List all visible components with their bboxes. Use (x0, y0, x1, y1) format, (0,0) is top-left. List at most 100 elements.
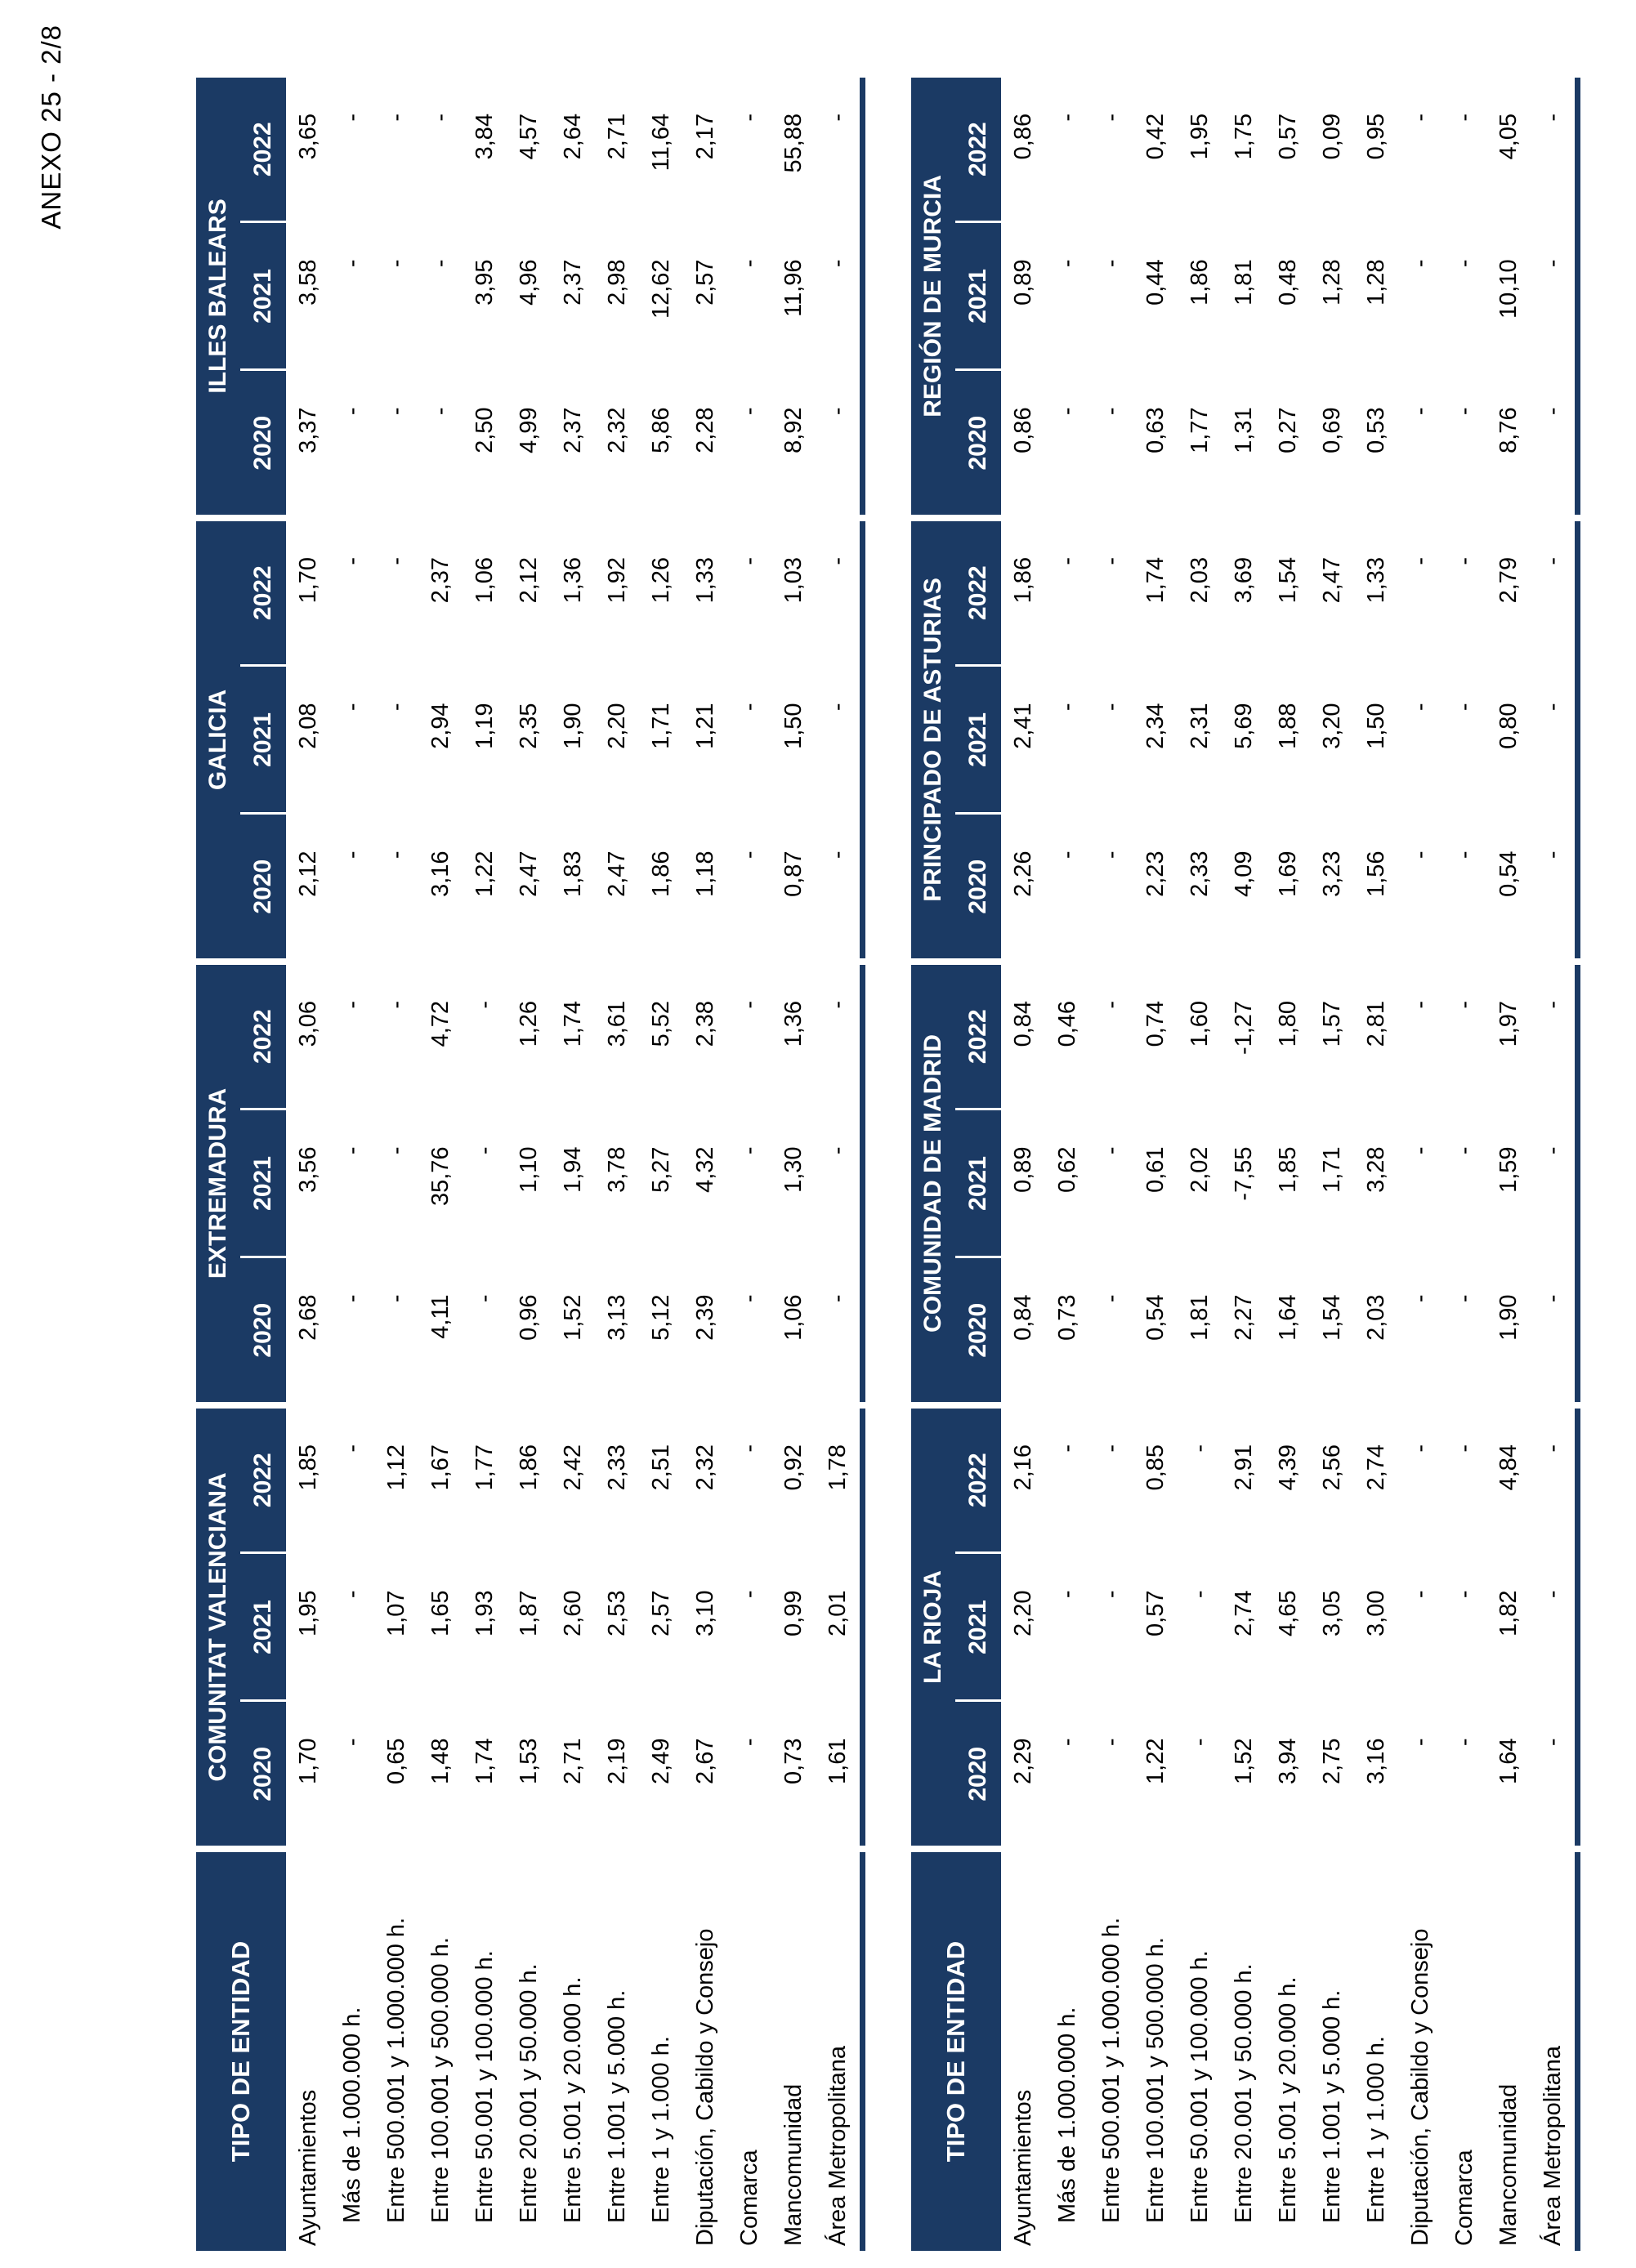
year-header: 2022 (955, 517, 1001, 666)
value-cell: 1,78 (816, 1404, 863, 1553)
value-cell: - (1442, 1553, 1486, 1701)
value-cell: - (816, 665, 863, 814)
value-cell: 0,09 (1310, 74, 1354, 222)
row-label: Comarca (727, 1849, 771, 2251)
value-cell: - (727, 1257, 771, 1405)
value-cell: - (1531, 1109, 1578, 1257)
value-cell: - (1442, 665, 1486, 814)
row-label: Ayuntamientos (1001, 1849, 1045, 2251)
value-cell: 1,21 (683, 665, 727, 814)
value-cell: 0,84 (1001, 1257, 1045, 1405)
value-cell: - (727, 1553, 771, 1701)
value-cell: 11,96 (771, 221, 816, 370)
value-cell: - (1089, 1553, 1133, 1701)
value-cell: 1,87 (507, 1553, 551, 1701)
value-cell: 2,37 (551, 221, 595, 370)
value-cell: 1,64 (1486, 1701, 1531, 1849)
value-cell: - (1531, 1257, 1578, 1405)
value-cell: 3,23 (1310, 813, 1354, 962)
value-cell: 1,07 (374, 1553, 418, 1701)
row-label: Entre 100.001 y 500.000 h. (1133, 1849, 1178, 2251)
year-header: 2021 (955, 1553, 1001, 1701)
value-cell: 0,54 (1486, 813, 1531, 962)
value-cell: 1,64 (1266, 1257, 1310, 1405)
value-cell: - (1398, 517, 1442, 666)
value-cell: - (1089, 221, 1133, 370)
table-row: Ayuntamientos 1,70 1,95 1,85 2,68 3,56 3,06 2,1… (286, 74, 330, 2251)
value-cell: - (1089, 517, 1133, 666)
value-cell: 1,28 (1354, 221, 1398, 370)
entity-table: TIPO DE ENTIDAD COMUNITAT VALENCIANA EXTRE… (196, 71, 865, 2251)
year-header: 2022 (240, 1404, 286, 1553)
value-cell: 3,37 (286, 369, 330, 518)
value-cell: - (727, 74, 771, 222)
year-header: 2020 (240, 369, 286, 518)
value-cell: 1,92 (595, 517, 639, 666)
value-cell: 2,39 (683, 1257, 727, 1405)
row-label: Entre 500.001 y 1.000.000 h. (374, 1849, 418, 2251)
table-row: Entre 50.001 y 100.000 h. - - -1,81 2,02 1,60… (1178, 74, 1222, 2251)
value-cell: - (418, 221, 463, 370)
value-cell: 8,92 (771, 369, 816, 518)
value-cell: -1,27 (1222, 961, 1266, 1109)
region-header: ILLES BALEARS (196, 74, 240, 518)
value-cell: 1,03 (771, 517, 816, 666)
value-cell: 0,86 (1001, 369, 1045, 518)
row-label: Entre 20.001 y 50.000 h. (507, 1849, 551, 2251)
value-cell: 1,28 (1310, 221, 1354, 370)
value-cell: 1,86 (639, 813, 683, 962)
value-cell: 2,38 (683, 961, 727, 1109)
value-cell: 0,57 (1133, 1553, 1178, 1701)
value-cell: - (330, 1257, 374, 1405)
row-label: Más de 1.000.000 h. (330, 1849, 374, 2251)
value-cell: - (1089, 961, 1133, 1109)
row-label: Mancomunidad (771, 1849, 816, 2251)
value-cell: - (330, 1701, 374, 1849)
value-cell: - (1531, 1701, 1578, 1849)
row-label: Diputación, Cabildo y Consejo (1398, 1849, 1442, 2251)
value-cell: 2,23 (1133, 813, 1178, 962)
value-cell: - (418, 369, 463, 518)
value-cell: 0,62 (1045, 1109, 1089, 1257)
region-header: COMUNITAT VALENCIANA (196, 1404, 240, 1849)
year-header: 2021 (240, 665, 286, 814)
value-cell: 1,85 (286, 1404, 330, 1553)
value-cell: 10,10 (1486, 221, 1531, 370)
value-cell: 3,56 (286, 1109, 330, 1257)
value-cell: 5,69 (1222, 665, 1266, 814)
value-cell: 2,64 (551, 74, 595, 222)
row-label: Entre 5.001 y 20.000 h. (551, 1849, 595, 2251)
value-cell: 0,95 (1354, 74, 1398, 222)
value-cell: 0,85 (1133, 1404, 1178, 1553)
value-cell: - (1531, 517, 1578, 666)
value-cell: - (1531, 1553, 1578, 1701)
value-cell: - (374, 517, 418, 666)
table-row: Entre 5.001 y 20.000 h. 3,94 4,65 4,39 1,64 1… (1266, 74, 1310, 2251)
value-cell: 3,78 (595, 1109, 639, 1257)
region-header: GALICIA (196, 517, 240, 962)
value-cell: 3,20 (1310, 665, 1354, 814)
row-label: Diputación, Cabildo y Consejo (683, 1849, 727, 2251)
value-cell: 0,96 (507, 1257, 551, 1405)
value-cell: 1,33 (1354, 517, 1398, 666)
value-cell: - (418, 74, 463, 222)
value-cell: 0,73 (1045, 1257, 1089, 1405)
row-label: Entre 1 y 1.000 h. (1354, 1849, 1398, 2251)
value-cell: 2,02 (1178, 1109, 1222, 1257)
value-cell: - (727, 517, 771, 666)
value-cell: - (1398, 1553, 1442, 1701)
value-cell: - (374, 369, 418, 518)
table-row: Entre 20.001 y 50.000 h. 1,52 2,74 2,91 2,27… (1222, 74, 1266, 2251)
year-header: 2020 (955, 369, 1001, 518)
row-label: Mancomunidad (1486, 1849, 1531, 2251)
value-cell: 4,09 (1222, 813, 1266, 962)
value-cell: 1,12 (374, 1404, 418, 1553)
value-cell: 1,22 (1133, 1701, 1178, 1849)
value-cell: 2,47 (507, 813, 551, 962)
value-cell: 3,00 (1354, 1553, 1398, 1701)
table-row: Ayuntamientos 2,29 2,20 2,16 0,84 0,89 0,84 2,2… (1001, 74, 1045, 2251)
value-cell: 1,74 (551, 961, 595, 1109)
value-cell: - (727, 1701, 771, 1849)
value-cell: 2,28 (683, 369, 727, 518)
row-label: Comarca (1442, 1849, 1486, 2251)
